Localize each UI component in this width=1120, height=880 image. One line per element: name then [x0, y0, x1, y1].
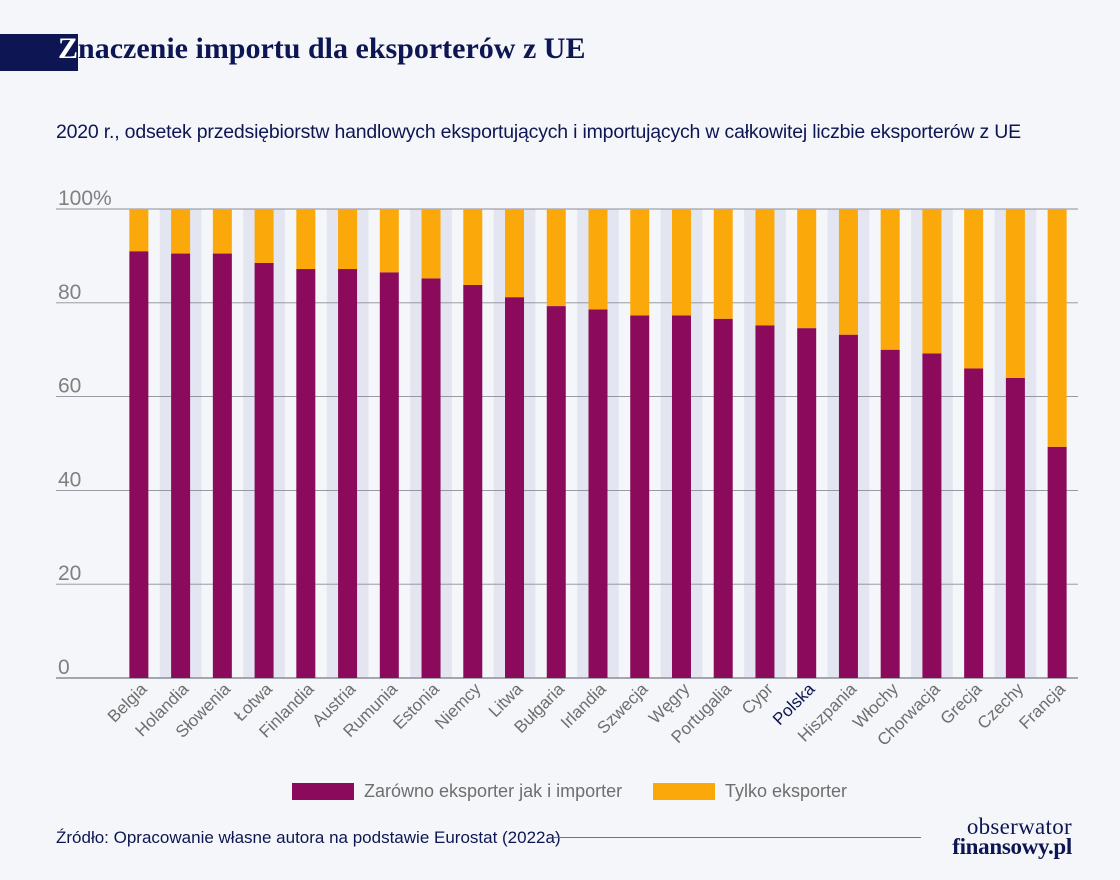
legend: Zarówno eksporter jak i importer Tylko e…: [0, 781, 1120, 805]
bar-exporter-only-hiszpania: [838, 209, 858, 335]
bar-importer-portugalia: [713, 318, 733, 678]
legend-swatch-exporter-only: [653, 783, 715, 800]
bar-exporter-only-polska: [797, 209, 817, 329]
chart-subtitle: 2020 r., odsetek przedsiębiorstw handlow…: [56, 121, 1021, 143]
stacked-bar-chart: 0 20 40 60 80 100% BelgiaHolandiaSłoweniaŁotw…: [56, 187, 1078, 750]
bar-exporter-only-wlochy: [880, 209, 900, 350]
bar-importer-bulgaria: [546, 306, 566, 678]
bar-exporter-only-litwa: [505, 209, 525, 298]
bar-exporter-only-rumunia: [379, 209, 399, 273]
bar-importer-wegry: [671, 315, 691, 678]
bar-importer-holandia: [171, 253, 191, 678]
bar-importer-slowenia: [212, 253, 232, 678]
bar-importer-grecja: [964, 368, 984, 678]
bar-exporter-only-austria: [338, 209, 358, 270]
source-note: Źródło: Opracowanie własne autora na pod…: [56, 828, 561, 847]
bar-importer-hiszpania: [838, 334, 858, 678]
bar-importer-litwa: [505, 297, 525, 678]
bar-importer-cypr: [755, 325, 775, 678]
bar-importer-wlochy: [880, 349, 900, 678]
bar-importer-szwecja: [630, 315, 650, 678]
y-tick-label: 40: [58, 468, 81, 491]
bar-importer-irlandia: [588, 309, 608, 678]
x-tick-label: Niemcy: [431, 679, 485, 733]
y-tick-label: 20: [58, 562, 81, 585]
bar-importer-chorwacja: [922, 353, 942, 678]
bar-exporter-only-estonia: [421, 209, 441, 279]
bar-exporter-only-niemcy: [463, 209, 483, 285]
title-accent-bar: [0, 34, 78, 71]
bar-exporter-only-cypr: [755, 209, 775, 326]
bar-importer-estonia: [421, 278, 441, 678]
bar-exporter-only-bulgaria: [546, 209, 566, 307]
bar-exporter-only-czechy: [1005, 209, 1025, 378]
bar-exporter-only-portugalia: [713, 209, 733, 319]
y-axis-ticks: 0 20 40 60 80 100%: [58, 187, 112, 679]
bar-exporter-only-chorwacja: [922, 209, 942, 354]
legend-item-importer: Zarówno eksporter jak i importer: [292, 781, 622, 802]
bar-exporter-only-finlandia: [296, 209, 316, 270]
bar-importer-belgia: [129, 251, 149, 678]
bar-exporter-only-lotwa: [254, 209, 274, 263]
x-axis-labels: BelgiaHolandiaSłoweniaŁotwaFinlandiaAust…: [104, 679, 1070, 750]
brand-logo: obserwator finansowy.pl: [936, 814, 1076, 864]
legend-label-importer: Zarówno eksporter jak i importer: [364, 781, 623, 801]
bar-importer-czechy: [1005, 377, 1025, 678]
y-tick-label: 60: [58, 375, 81, 398]
bar-exporter-only-belgia: [129, 209, 149, 252]
bars: [129, 209, 1067, 678]
bar-importer-francja: [1047, 446, 1067, 678]
legend-label-exporter-only: Tylko eksporter: [725, 781, 848, 801]
bar-exporter-only-wegry: [671, 209, 691, 316]
bar-importer-austria: [338, 269, 358, 678]
source-divider: [553, 837, 921, 838]
y-tick-label: 100%: [58, 187, 112, 210]
logo-line-2: finansowy.pl: [952, 834, 1072, 859]
bar-importer-rumunia: [379, 272, 399, 678]
bar-exporter-only-holandia: [171, 209, 191, 254]
y-tick-label: 80: [58, 281, 81, 304]
bar-exporter-only-grecja: [964, 209, 984, 369]
page-title: Znaczenie importu dla eksporterów z UE: [58, 32, 585, 66]
bar-importer-niemcy: [463, 284, 483, 678]
bar-importer-lotwa: [254, 262, 274, 678]
bar-importer-polska: [797, 328, 817, 678]
logo-line-1: obserwator: [966, 814, 1072, 839]
bar-exporter-only-szwecja: [630, 209, 650, 316]
bar-exporter-only-francja: [1047, 209, 1067, 447]
legend-swatch-importer: [292, 783, 354, 800]
title-text: naczenie importu dla eksporterów z UE: [78, 32, 586, 65]
title-first-letter: Z: [58, 32, 79, 65]
x-tick-label: Francja: [1015, 679, 1069, 733]
bar-exporter-only-irlandia: [588, 209, 608, 310]
y-tick-label: 0: [58, 656, 70, 679]
legend-item-exporter-only: Tylko eksporter: [653, 781, 847, 802]
bar-exporter-only-slowenia: [212, 209, 232, 254]
bar-importer-finlandia: [296, 269, 316, 678]
